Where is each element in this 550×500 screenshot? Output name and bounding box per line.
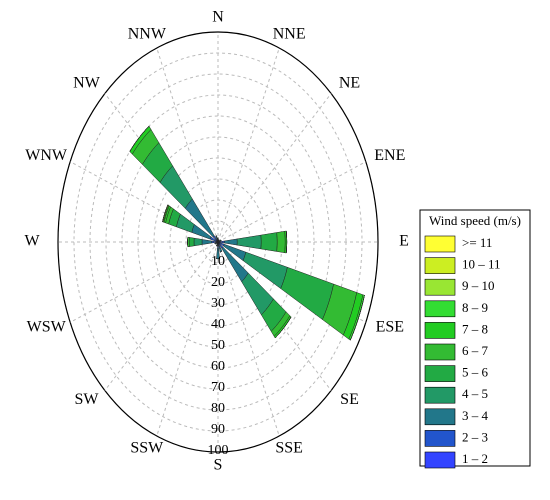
wedge-segment	[224, 238, 238, 246]
direction-label: S	[214, 457, 223, 474]
r-tick-label: 30	[211, 296, 225, 311]
legend-swatch	[424, 278, 456, 296]
direction-label: SSE	[275, 440, 303, 457]
direction-label: NE	[339, 74, 360, 91]
legend-label: 7 – 8	[462, 321, 488, 336]
spoke	[217, 93, 332, 243]
r-tick-label: 60	[211, 359, 225, 374]
legend-label: 6 – 7	[462, 343, 489, 358]
r-tick-label: 10	[211, 254, 225, 269]
spoke	[104, 241, 219, 391]
r-tick-label: 80	[211, 401, 225, 416]
spoke	[69, 161, 219, 243]
legend-swatch	[424, 257, 456, 274]
plot: N NNE NE ENE E ESE SE SSE S SSW SW WSW W WNW NW NNW 10 20…	[24, 9, 408, 474]
direction-label: SE	[340, 391, 359, 408]
legend-swatch	[424, 300, 456, 318]
legend-label: 3 – 4	[462, 408, 489, 423]
direction-label: ESE	[376, 318, 404, 335]
legend-label: 4 – 5	[462, 386, 488, 401]
wedge-segment	[220, 250, 223, 253]
r-tick-label: 50	[211, 338, 225, 353]
wedge-segment	[276, 230, 286, 254]
direction-label: N	[212, 9, 224, 26]
spoke	[156, 47, 219, 243]
legend-label: 9 – 10	[462, 278, 495, 293]
wedge-segment	[188, 237, 195, 247]
r-tick-label: 90	[211, 422, 225, 437]
spoke	[69, 241, 219, 323]
legend-label: 10 – 11	[462, 257, 501, 272]
legend-swatch	[424, 343, 456, 361]
r-tick-label: 100	[208, 443, 229, 458]
direction-label: SSW	[130, 440, 164, 457]
wedge-segment	[260, 232, 278, 252]
r-tick-label: 20	[211, 275, 225, 290]
wedge-segment	[274, 316, 292, 339]
legend-label: >= 11	[462, 235, 492, 250]
wedge-segment	[236, 234, 262, 250]
wedge-segment	[193, 237, 203, 247]
legend-swatch	[424, 386, 456, 404]
legend-label: 1 – 2	[462, 451, 488, 466]
wedge-segment	[286, 230, 288, 254]
r-tick-label: 40	[211, 317, 225, 332]
direction-label: ENE	[374, 147, 405, 164]
direction-label: E	[399, 233, 409, 250]
legend-label: 8 – 9	[462, 300, 488, 315]
direction-label: W	[24, 233, 40, 250]
wedge-segment	[350, 295, 365, 341]
direction-label: WNW	[25, 147, 68, 164]
legend-swatch	[424, 451, 456, 469]
spoke	[217, 241, 280, 437]
legend-swatch	[424, 322, 456, 339]
legend-swatch	[424, 430, 456, 447]
wedge-segment	[162, 204, 169, 222]
legend-title: Wind speed (m/s)	[429, 213, 521, 228]
legend-label: 5 – 6	[462, 365, 489, 380]
legend-label: 2 – 3	[462, 429, 488, 444]
spoke	[217, 161, 367, 243]
direction-label: NNE	[273, 26, 306, 43]
r-tick-label: 70	[211, 380, 225, 395]
legend-swatch	[424, 408, 456, 426]
legend-swatch	[424, 365, 456, 382]
wedge-segment	[215, 235, 217, 237]
wedge-segment	[129, 125, 150, 152]
direction-label: NNW	[128, 26, 167, 43]
wedge-segment	[201, 239, 212, 245]
direction-label: SW	[74, 391, 99, 408]
direction-label: NW	[73, 74, 101, 91]
direction-label: WSW	[27, 318, 67, 335]
outer-ring	[57, 31, 379, 453]
spoke	[217, 47, 280, 243]
spoke	[156, 241, 219, 437]
legend-swatch	[424, 235, 456, 253]
